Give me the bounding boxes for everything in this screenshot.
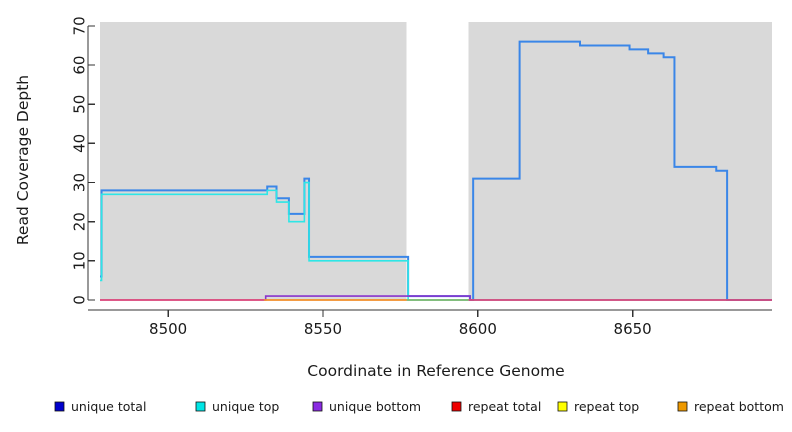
legend-label-unique-bottom: unique bottom	[329, 399, 421, 414]
legend-swatch-repeat-total	[451, 401, 462, 412]
legend-swatch-unique-total	[54, 401, 65, 412]
legend-swatch-repeat-top	[557, 401, 568, 412]
shaded-band-0	[100, 22, 407, 300]
legend: unique total unique top unique bottom repea…	[54, 399, 784, 414]
legend-label-unique-top: unique top	[212, 399, 279, 414]
y-tick-label-20: 20	[71, 212, 89, 231]
x-tick-label-8650: 8650	[614, 320, 652, 338]
series-unique-top	[100, 181, 772, 301]
axis-group	[87, 25, 772, 311]
series-group	[100, 40, 772, 301]
y-tick-label-30: 30	[71, 173, 89, 192]
y-tick-label-0: 0	[71, 295, 89, 305]
legend-label-repeat-bottom: repeat bottom	[694, 399, 784, 414]
legend-swatch-unique-bottom	[312, 401, 323, 412]
x-axis-ticks: 8500 8550 8600 8650	[149, 310, 652, 338]
legend-label-repeat-top: repeat top	[574, 399, 639, 414]
legend-swatch-unique-top	[195, 401, 206, 412]
y-tick-label-70: 70	[71, 16, 89, 35]
x-axis-title: Coordinate in Reference Genome	[307, 362, 564, 380]
y-tick-label-40: 40	[71, 134, 89, 153]
y-tick-label-60: 60	[71, 56, 89, 75]
series-unique-total	[100, 40, 772, 301]
x-tick-label-8500: 8500	[149, 320, 187, 338]
y-tick-label-10: 10	[71, 251, 89, 270]
x-tick-label-8600: 8600	[459, 320, 497, 338]
y-axis-ticks: 0 10 20 30 40 50 60 70	[71, 16, 95, 305]
legend-label-unique-total: unique total	[71, 399, 146, 414]
legend-swatch-repeat-bottom	[677, 401, 688, 412]
legend-label-repeat-total: repeat total	[468, 399, 541, 414]
y-tick-label-50: 50	[71, 95, 89, 114]
y-axis-title: Read Coverage Depth	[14, 75, 32, 245]
x-tick-label-8550: 8550	[304, 320, 342, 338]
